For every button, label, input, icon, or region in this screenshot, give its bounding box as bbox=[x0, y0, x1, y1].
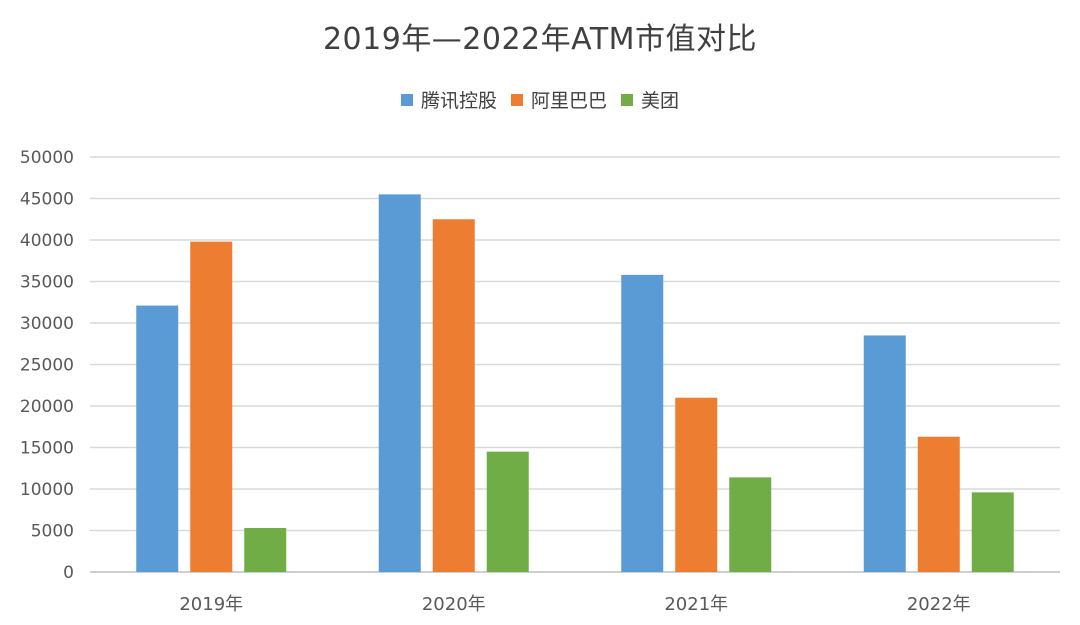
legend-label-tencent: 腾讯控股 bbox=[420, 90, 497, 112]
y-tick-label: 50000 bbox=[20, 148, 74, 168]
bar bbox=[971, 492, 1014, 572]
legend: 腾讯控股 阿里巴巴 美团 bbox=[0, 86, 1080, 113]
x-tick-label: 2019年 bbox=[179, 594, 243, 615]
legend-label-meituan: 美团 bbox=[641, 90, 680, 112]
y-tick-label: 10000 bbox=[20, 480, 74, 500]
bar bbox=[863, 335, 906, 572]
bar bbox=[675, 397, 718, 572]
y-tick-label: 15000 bbox=[20, 439, 74, 459]
legend-item-meituan: 美团 bbox=[621, 86, 679, 113]
legend-label-alibaba: 阿里巴巴 bbox=[530, 90, 607, 112]
legend-swatch-alibaba bbox=[510, 93, 523, 106]
y-tick-label: 40000 bbox=[20, 231, 74, 251]
x-tick-label: 2022年 bbox=[907, 594, 971, 615]
y-tick-label: 5000 bbox=[31, 522, 74, 542]
bar bbox=[244, 528, 287, 572]
x-tick-label: 2020年 bbox=[422, 594, 486, 615]
legend-swatch-tencent bbox=[400, 93, 413, 106]
bar bbox=[917, 436, 960, 572]
bar bbox=[486, 451, 529, 572]
y-tick-label: 45000 bbox=[20, 190, 74, 210]
legend-swatch-meituan bbox=[621, 93, 633, 106]
bar bbox=[136, 305, 179, 572]
bar bbox=[621, 274, 664, 572]
x-tick-label: 2021年 bbox=[664, 594, 728, 615]
chart-title: 2019年—2022年ATM市值对比 bbox=[322, 22, 758, 57]
legend-item-alibaba: 阿里巴巴 bbox=[510, 86, 607, 113]
bar bbox=[729, 477, 772, 572]
y-tick-label: 20000 bbox=[20, 397, 74, 417]
bar bbox=[190, 241, 233, 572]
bar bbox=[378, 194, 421, 572]
bar bbox=[432, 219, 475, 572]
legend-item-tencent: 腾讯控股 bbox=[400, 86, 497, 113]
y-tick-label: 0 bbox=[63, 563, 74, 583]
y-tick-label: 25000 bbox=[20, 356, 74, 376]
y-tick-label: 30000 bbox=[20, 314, 74, 334]
y-tick-label: 35000 bbox=[20, 273, 74, 293]
